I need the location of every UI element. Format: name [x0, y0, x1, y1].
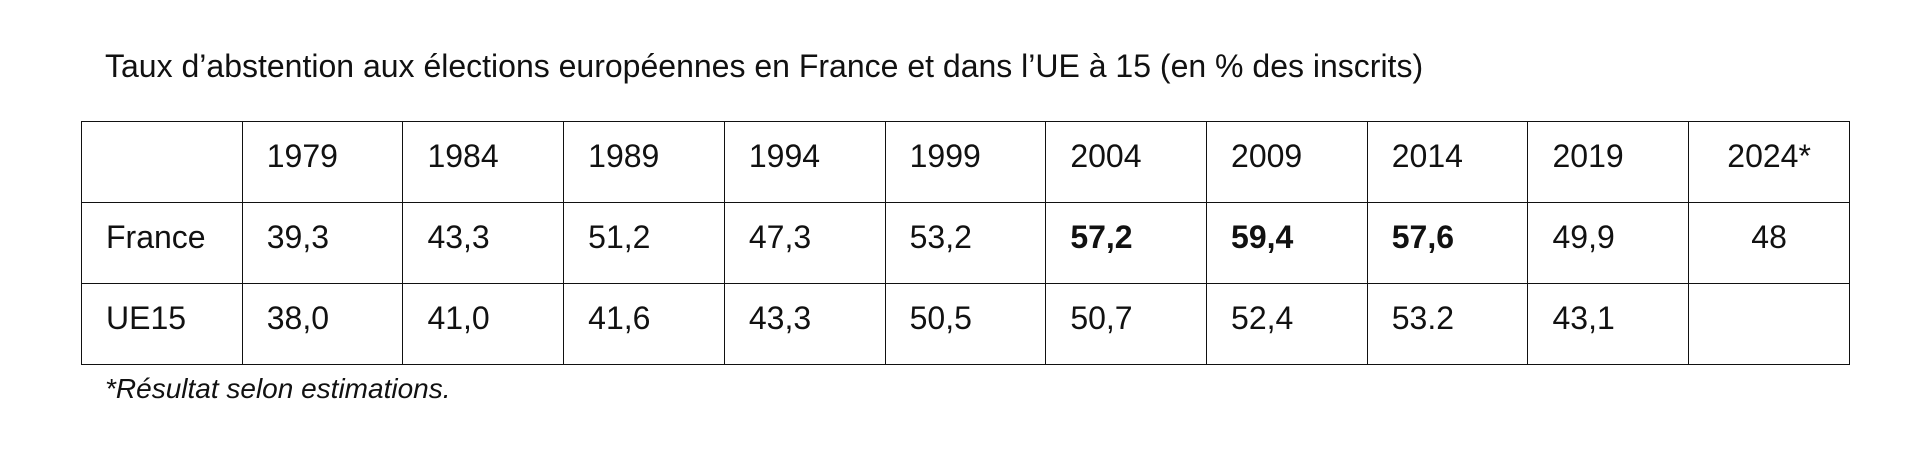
header-cell: 1989: [563, 121, 725, 203]
header-cell: 1979: [241, 121, 404, 203]
cell: 53.2: [1366, 283, 1529, 365]
header-cell: 2014: [1366, 121, 1529, 203]
data-row: France 39,3 43,3 51,2 47,3 53,2 57,2 59,…: [81, 202, 1850, 284]
row-label: France: [81, 202, 243, 284]
corner-cell: [81, 121, 243, 203]
footnote: *Résultat selon estimations.: [105, 373, 451, 404]
row-label: UE15: [81, 283, 243, 365]
cell: 50,7: [1045, 283, 1208, 365]
empty-cell: [1688, 283, 1850, 365]
data-row: UE15 38,0 41,0 41,6 43,3 50,5 50,7 52,4 …: [81, 283, 1850, 365]
abstention-table: 1979 1984 1989 1994 1999 2004 2009 2014 …: [81, 121, 1850, 365]
cell: 49,9: [1527, 202, 1690, 284]
cell: 41,0: [402, 283, 565, 365]
header-cell: 2004: [1045, 121, 1208, 203]
cell: 57,6: [1366, 202, 1529, 284]
cell: 59,4: [1206, 202, 1368, 284]
header-cell: 2024*: [1688, 121, 1850, 203]
cell: 43,1: [1527, 283, 1690, 365]
header-cell: 1984: [402, 121, 565, 203]
cell: 47,3: [723, 202, 886, 284]
cell: 43,3: [402, 202, 565, 284]
cell: 39,3: [241, 202, 404, 284]
header-cell: 2009: [1206, 121, 1368, 203]
table-title: Taux d’abstention aux élections européen…: [105, 48, 1424, 84]
cell: 41,6: [563, 283, 725, 365]
cell: 57,2: [1045, 202, 1208, 284]
cell: 51,2: [563, 202, 725, 284]
cell: 43,3: [723, 283, 886, 365]
header-row: 1979 1984 1989 1994 1999 2004 2009 2014 …: [81, 121, 1850, 203]
cell: 50,5: [884, 283, 1047, 365]
header-cell: 1999: [884, 121, 1047, 203]
cell: 38,0: [241, 283, 404, 365]
cell: 48: [1688, 202, 1850, 284]
cell: 53,2: [884, 202, 1047, 284]
cell: 52,4: [1206, 283, 1368, 365]
header-cell: 2019: [1527, 121, 1690, 203]
header-cell: 1994: [723, 121, 886, 203]
